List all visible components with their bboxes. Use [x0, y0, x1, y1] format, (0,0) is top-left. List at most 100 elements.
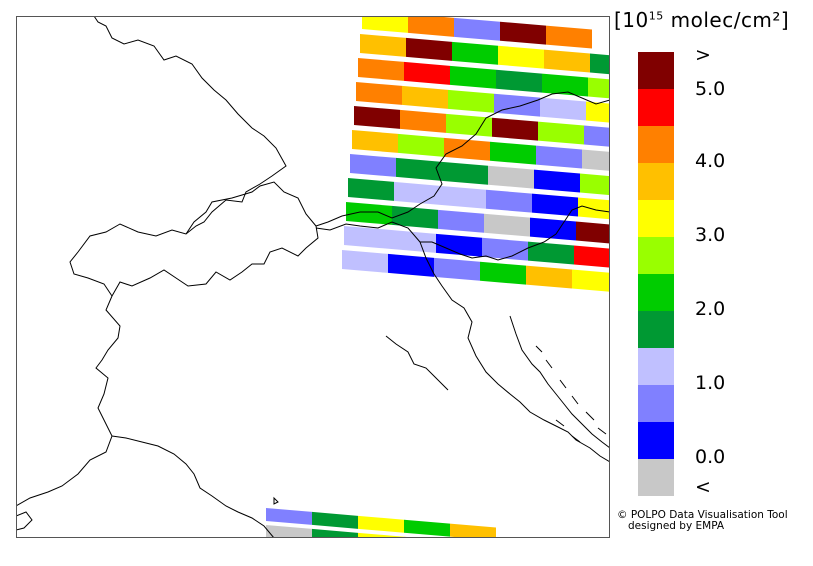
- swath-pixel: [362, 16, 408, 33]
- swath-pixel: [404, 519, 450, 537]
- swath-pixel: [358, 58, 404, 81]
- swath-pixel: [446, 113, 492, 137]
- credit-line-2: designed by EMPA: [628, 520, 725, 532]
- swath-pixel: [536, 145, 582, 169]
- legend-label-2: 2.0: [695, 298, 726, 320]
- swath-pixel: [352, 130, 398, 153]
- swath-pixel: [494, 93, 540, 117]
- swath-pixel: [500, 21, 546, 45]
- swath-pixel: [480, 261, 526, 285]
- swath-pixel: [484, 213, 530, 237]
- swath-pixel: [496, 69, 542, 93]
- border-austria-italy: [315, 221, 421, 243]
- swath-pixel: [450, 523, 496, 538]
- swath-pixel: [572, 269, 610, 292]
- swath-pixel: [578, 197, 610, 220]
- swath-pixel: [394, 181, 440, 205]
- swath-pixel: [388, 253, 434, 277]
- credit-text: © POLPO Data Visualisation Tool designed…: [617, 510, 788, 532]
- legend-label-above: >: [695, 44, 711, 66]
- swath-pixel: [492, 117, 538, 141]
- swath-pixel: [404, 61, 450, 85]
- credit-line-1: © POLPO Data Visualisation Tool: [617, 509, 788, 521]
- swath-pixel: [544, 49, 590, 73]
- swath-pixel: [406, 37, 452, 61]
- swath-pixel: [398, 133, 444, 157]
- legend-label-1: 1.0: [695, 372, 726, 394]
- swath-pixel: [266, 525, 312, 538]
- swath-pixel: [360, 34, 406, 57]
- coastline-liguria: [111, 435, 275, 538]
- swath-pixel: [392, 205, 438, 229]
- swath-pixel: [408, 16, 454, 37]
- island-elba: [273, 496, 279, 505]
- swath-pixel: [450, 65, 496, 89]
- swath-pixel: [266, 508, 312, 525]
- legend-swatch: [638, 200, 674, 237]
- legend-swatch: [638, 237, 674, 274]
- swath-pixel: [400, 109, 446, 133]
- swath-pixel: [344, 226, 390, 249]
- swath-pixel: [404, 536, 419, 538]
- swath-pixel: [348, 178, 394, 201]
- swath-pixel: [534, 169, 580, 193]
- swath-pixel: [390, 229, 436, 253]
- border-swiss-outline: [111, 181, 319, 297]
- legend-swatch: [638, 52, 674, 89]
- swath-pixel: [542, 73, 588, 97]
- swath-pixel: [452, 41, 498, 65]
- swath-pixel: [396, 157, 442, 181]
- legend-swatch: [638, 274, 674, 311]
- swath-pixel: [586, 101, 610, 123]
- swath-pixel: [530, 217, 576, 241]
- legend-label-4: 4.0: [695, 150, 726, 172]
- legend-swatch: [638, 422, 674, 459]
- swath-pixel: [546, 25, 592, 49]
- swath-pixel: [312, 511, 358, 529]
- swath-pixel: [454, 17, 500, 41]
- map-canvas: [16, 16, 610, 538]
- swath-pixel: [438, 209, 484, 233]
- map-panel: [16, 16, 610, 538]
- swath-pixel: [574, 245, 610, 268]
- island-corsica-tip: [16, 511, 33, 531]
- swath-pixel: [498, 45, 544, 69]
- swath-pixel: [486, 189, 532, 213]
- units-suffix: molec/cm²]: [663, 8, 790, 32]
- swath-pixel: [580, 173, 610, 196]
- swath-pixel: [532, 193, 578, 217]
- swath-pixel: [312, 528, 358, 538]
- legend-label-below: <: [695, 476, 711, 498]
- legend-swatch: [638, 459, 674, 496]
- swath-pixel: [528, 241, 574, 265]
- swath-pixel: [350, 154, 396, 177]
- coastline-venice: [385, 335, 449, 391]
- legend-swatch: [638, 89, 674, 126]
- swath-pixel: [436, 233, 482, 257]
- satellite-swath-north: [342, 16, 610, 292]
- swath-pixel: [354, 106, 400, 129]
- swath-pixel: [582, 149, 610, 171]
- swath-pixel: [346, 202, 392, 225]
- swath-pixel: [488, 165, 534, 189]
- swath-pixel: [448, 89, 494, 113]
- swath-pixel: [588, 77, 610, 99]
- swath-pixel: [402, 85, 448, 109]
- swath-pixel: [576, 221, 610, 244]
- legend-swatch: [638, 385, 674, 422]
- border-alps-east: [315, 91, 610, 227]
- swath-pixel: [540, 97, 586, 121]
- legend-label-0: 0.0: [695, 446, 726, 468]
- swath-pixel: [356, 82, 402, 105]
- units-exponent: 15: [648, 9, 664, 23]
- islands-croatia: [535, 345, 607, 443]
- legend-units-label: [1015 molec/cm²]: [614, 8, 789, 32]
- legend-label-5: 5.0: [695, 78, 726, 100]
- legend-swatch: [638, 126, 674, 163]
- country-borders: [16, 16, 610, 538]
- swath-pixel: [444, 137, 490, 161]
- border-slovenia: [420, 205, 610, 261]
- legend-label-3: 3.0: [695, 224, 726, 246]
- swath-pixel: [482, 237, 528, 261]
- swath-pixel: [590, 53, 610, 75]
